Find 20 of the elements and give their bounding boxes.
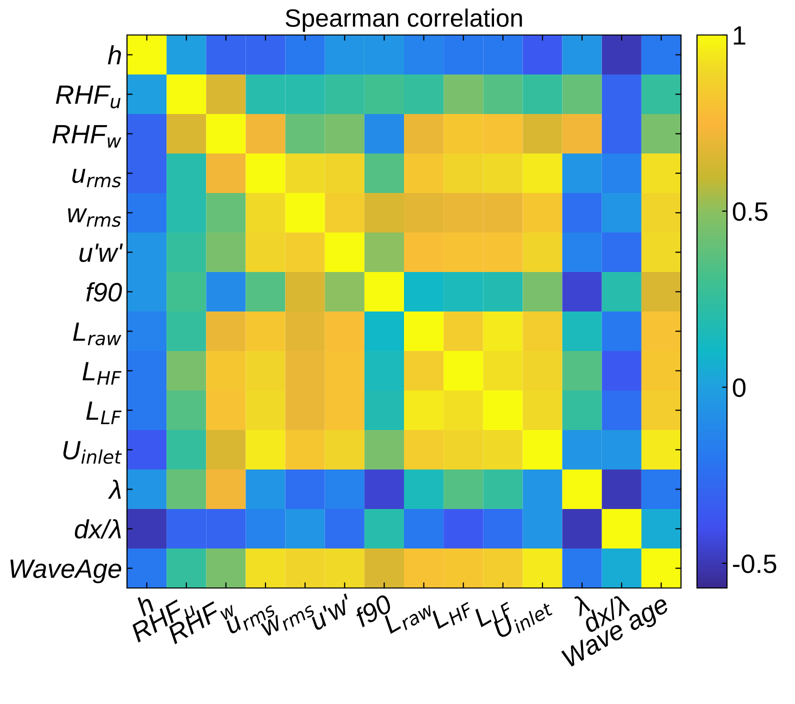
y-tick-label: U$_{inlet}$	[63, 441, 122, 464]
y-tick-label: f90	[86, 282, 122, 302]
y-tick-label: RHF$_{u}$	[56, 86, 120, 108]
y-tick-label: WaveAge	[10, 560, 122, 584]
y-tick-label: w$_{rms}$	[68, 208, 121, 227]
color-bar-label: 1	[734, 26, 746, 45]
y-tick-label: L$_{HF}$	[82, 362, 122, 385]
y-tick-label: u'w'	[79, 244, 123, 262]
y-tick-label: RHF$_{w}$	[52, 125, 122, 148]
color-bar-label: 0	[732, 378, 746, 398]
color-bar-label: -0.5	[733, 554, 776, 574]
x-tick-label: L$_{HF}$	[430, 602, 474, 630]
y-tick-label: L$_{raw}$	[73, 322, 122, 346]
y-tick-label: L$_{LF}$	[86, 402, 122, 424]
chart-title: Spearman correlation	[286, 8, 522, 32]
y-tick-label: h	[108, 45, 121, 64]
y-tick-label: u$_{rms}$	[72, 168, 121, 188]
y-tick-label: λ	[108, 480, 121, 499]
color-bar-label: 0.5	[732, 202, 768, 221]
y-tick-label: dx/λ	[74, 519, 121, 539]
